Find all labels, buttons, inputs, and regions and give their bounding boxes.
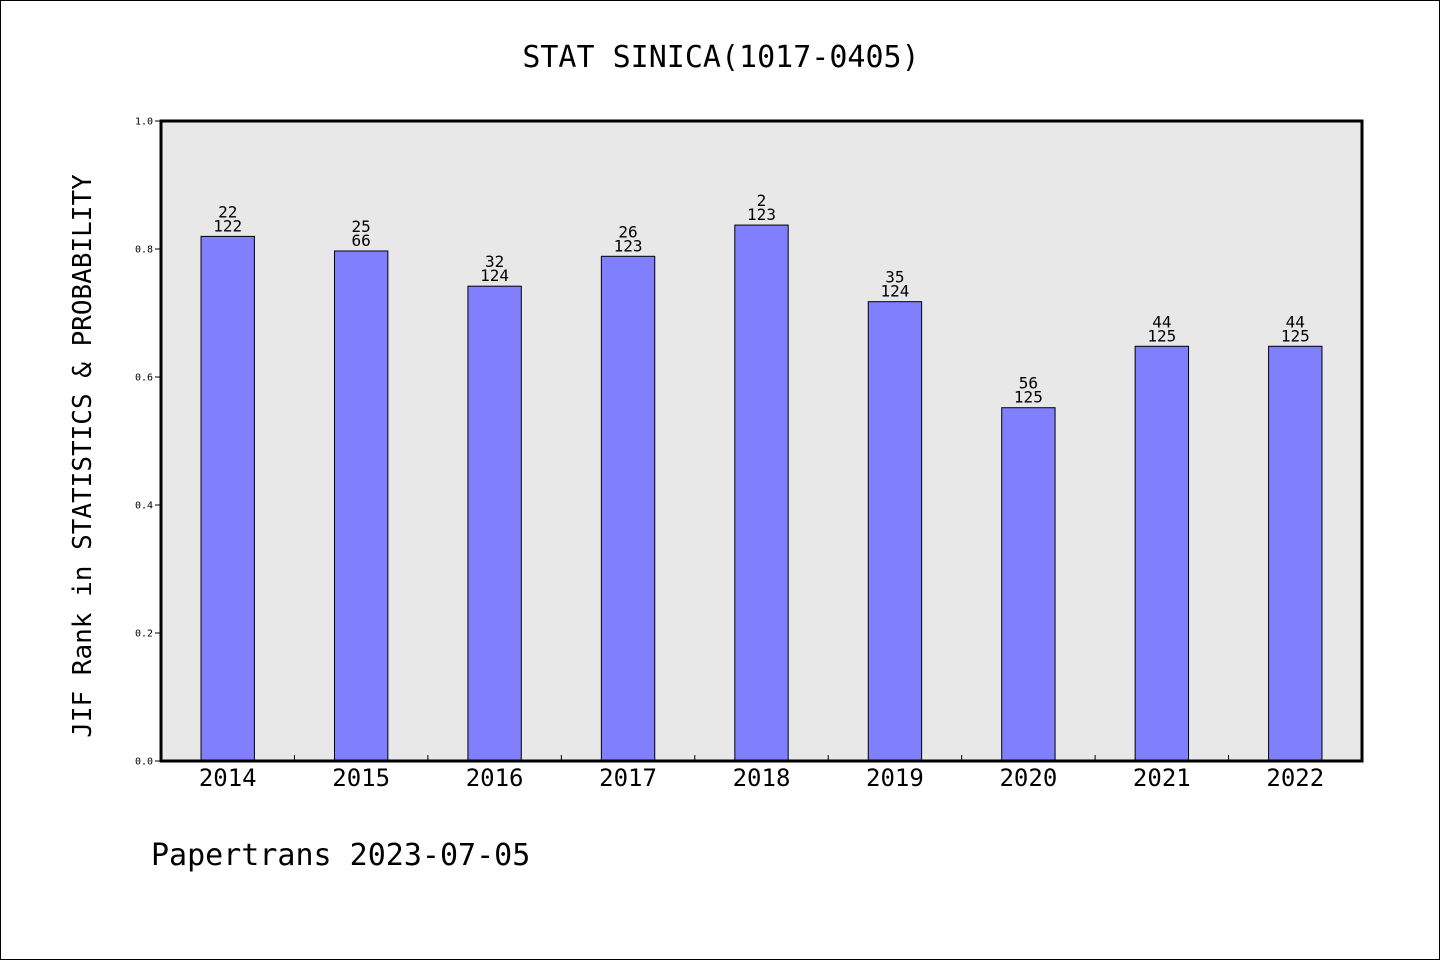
x-tick-label: 2020 bbox=[999, 764, 1057, 792]
bar-total-label: 66 bbox=[352, 231, 371, 250]
bar-rank-label: 44 bbox=[1152, 312, 1171, 331]
x-tick-label: 2016 bbox=[466, 764, 524, 792]
y-tick-label: 0.0 bbox=[135, 757, 153, 768]
bar-rank-label: 32 bbox=[485, 252, 504, 271]
bar-total-label: 125 bbox=[1147, 326, 1176, 345]
bar-rank-label: 26 bbox=[618, 222, 637, 241]
y-tick-label: 0.8 bbox=[135, 245, 153, 256]
bar-2015 bbox=[333, 250, 389, 762]
bar-rank-label: 44 bbox=[1286, 312, 1305, 331]
y-tick-label: 0.2 bbox=[135, 629, 153, 640]
bar-total-label: 122 bbox=[213, 216, 242, 235]
x-tick-label: 2018 bbox=[733, 764, 791, 792]
bar-2020 bbox=[1001, 407, 1056, 762]
plot-border bbox=[159, 119, 1364, 763]
bar-2021 bbox=[1134, 345, 1190, 762]
bar-total-label: 124 bbox=[480, 266, 509, 285]
bar-2017 bbox=[600, 255, 656, 762]
x-tick-label: 2017 bbox=[599, 764, 657, 792]
bar-2019 bbox=[867, 301, 923, 762]
y-tick-label: 1.0 bbox=[135, 117, 153, 128]
y-tick-label: 0.4 bbox=[135, 501, 153, 512]
x-axis: 2014 2015 2016 2017 2018 2019 2020 2021 2022 bbox=[199, 755, 1324, 792]
bar-total-label: 125 bbox=[1281, 326, 1310, 345]
bar-2022 bbox=[1268, 345, 1323, 762]
bar-total-label: 123 bbox=[747, 205, 776, 224]
footer-note: Papertrans 2023-07-05 bbox=[151, 838, 530, 873]
y-axis-label: JIF Rank in STATISTICS & PROBABILITY bbox=[68, 174, 98, 738]
bar-total-label: 125 bbox=[1014, 388, 1043, 407]
bars bbox=[200, 224, 1323, 762]
y-tick-label: 0.6 bbox=[135, 373, 153, 384]
x-tick-label: 2014 bbox=[199, 764, 257, 792]
bar-2018 bbox=[734, 224, 789, 762]
bar-total-label: 124 bbox=[880, 282, 909, 301]
x-tick-label: 2019 bbox=[866, 764, 924, 792]
bar-total-label: 123 bbox=[614, 236, 643, 255]
bar-rank-label: 22 bbox=[218, 202, 237, 221]
x-tick-label: 2021 bbox=[1133, 764, 1191, 792]
bar-rank-label: 25 bbox=[352, 217, 371, 236]
bar-rank-label: 56 bbox=[1019, 374, 1038, 393]
chart-title: STAT SINICA(1017-0405) bbox=[522, 40, 919, 75]
bar-rank-label: 35 bbox=[885, 268, 904, 287]
x-tick-label: 2015 bbox=[332, 764, 390, 792]
bar-rank-label: 2 bbox=[757, 191, 767, 210]
y-axis: 0.0 0.2 0.4 0.6 0.8 1.0 bbox=[135, 117, 161, 768]
x-tick-label: 2022 bbox=[1266, 764, 1324, 792]
bar-2016 bbox=[467, 285, 522, 762]
bar-2014 bbox=[200, 235, 255, 762]
